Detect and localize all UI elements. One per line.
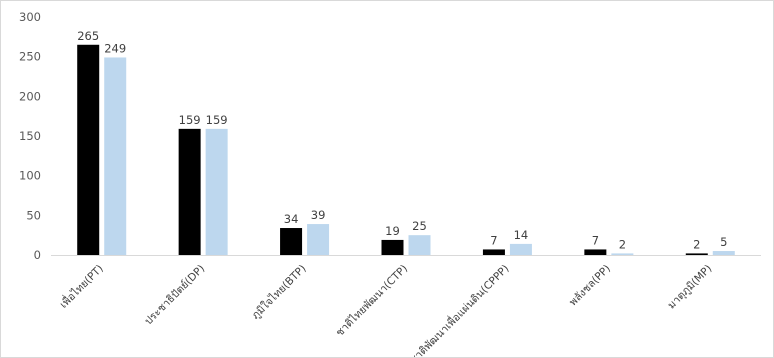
category-label: ชาติไทยพัฒนา(CTP) [333, 262, 410, 339]
data-label: 2 [619, 237, 626, 251]
bar-1 [685, 253, 708, 255]
data-label: 2 [693, 237, 700, 251]
y-tick-label: 300 [19, 10, 41, 24]
category-label: มาตุภูมิ(MP) [666, 263, 715, 312]
data-label: 34 [284, 212, 299, 226]
bar-2 [307, 224, 330, 255]
bar-group [77, 44, 735, 256]
data-label: 25 [412, 219, 427, 233]
y-tick-label: 100 [19, 169, 41, 183]
bar-2 [408, 235, 431, 255]
bar-1 [280, 228, 303, 255]
bar-1 [482, 249, 505, 255]
y-axis: 0 50 100 150 200 250 300 [19, 10, 41, 262]
bar-1 [381, 239, 404, 255]
data-label: 159 [206, 113, 228, 127]
category-label: พลังชล(PP) [567, 263, 613, 309]
y-tick-label: 50 [26, 208, 41, 222]
data-label: 265 [77, 29, 99, 43]
data-label: 5 [720, 235, 727, 249]
category-label: ภูมิใจไทย(BTP) [249, 262, 309, 322]
bar-2 [509, 243, 532, 255]
category-label: ชาติพัฒนาเพื่อแผ่นดิน(CPPP) [406, 261, 511, 357]
data-label: 249 [104, 41, 126, 55]
category-label: ประชาธิปัตย์(DP) [142, 262, 207, 327]
bar-1 [77, 44, 100, 256]
y-tick-label: 150 [19, 129, 41, 143]
y-tick-label: 250 [19, 50, 41, 64]
x-axis: เพื่อไทย(PT) ประชาธิปัตย์(DP) ภูมิใจไทย(BT… [56, 261, 714, 357]
category-label: เพื่อไทย(PT) [56, 261, 106, 311]
bar-1 [178, 128, 201, 255]
data-label: 7 [592, 233, 599, 247]
y-tick-label: 0 [34, 248, 41, 262]
data-label: 14 [514, 228, 529, 242]
y-tick-label: 200 [19, 89, 41, 103]
bar-2 [104, 57, 127, 256]
data-label: 19 [385, 224, 400, 238]
data-label: 7 [490, 233, 497, 247]
bar-1 [584, 249, 607, 255]
bar-2 [611, 253, 634, 255]
data-label: 39 [311, 208, 326, 222]
data-label: 159 [179, 113, 201, 127]
bar-2 [712, 251, 735, 255]
bar-2 [205, 128, 228, 255]
